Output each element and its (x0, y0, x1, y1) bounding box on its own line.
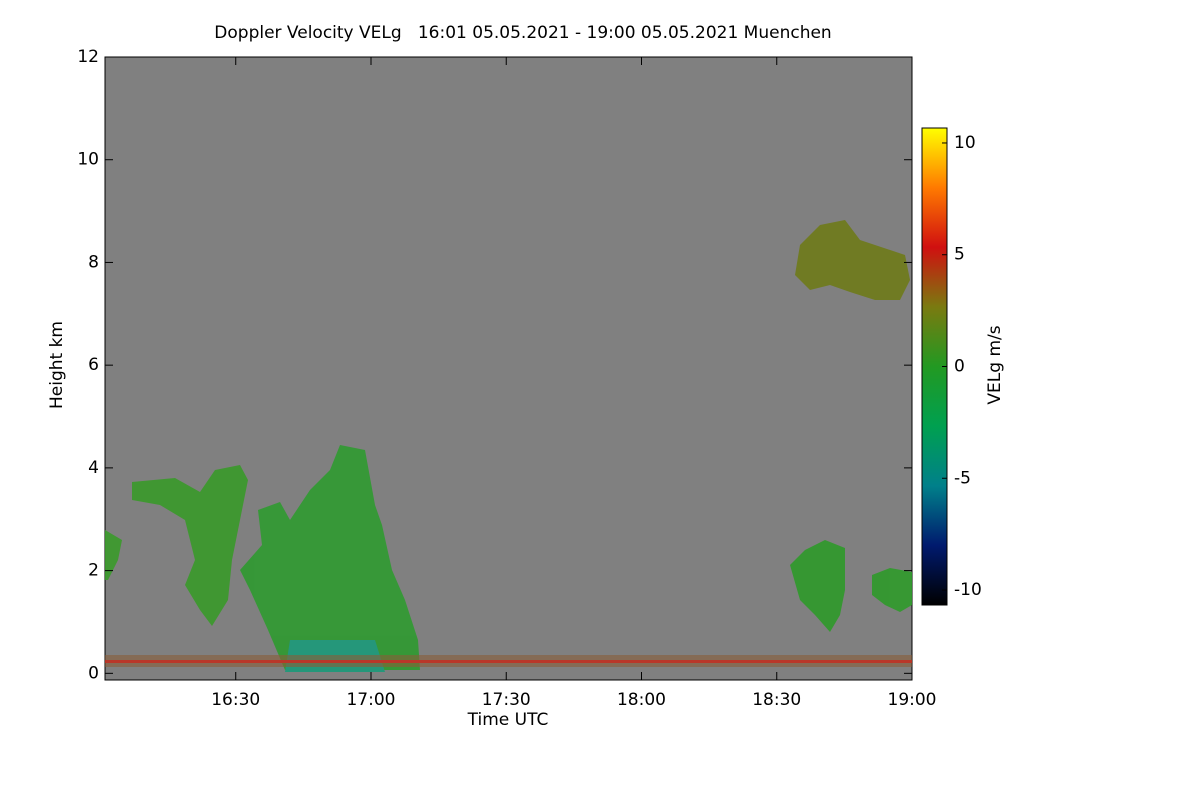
y-tick-label: 8 (88, 252, 99, 272)
x-tick-label: 17:30 (482, 690, 531, 710)
x-tick-label: 16:30 (211, 690, 260, 710)
colorbar-tick-label: 0 (954, 357, 965, 377)
colorbar-tick-label: -10 (954, 580, 982, 600)
radar-echoes (105, 220, 912, 672)
y-tick-label: 12 (77, 47, 99, 67)
x-tick-label: 18:30 (752, 690, 801, 710)
colorbar-tick-label: 10 (954, 133, 976, 153)
y-tick-label: 6 (88, 355, 99, 375)
y-tick-label: 4 (88, 458, 99, 478)
colorbar-tick-label: 5 (954, 245, 965, 265)
x-tick-label: 17:00 (346, 690, 395, 710)
y-tick-label: 10 (77, 150, 99, 170)
x-axis-label: Time UTC (467, 710, 549, 730)
x-tick-label: 19:00 (888, 690, 937, 710)
x-tick-label: 18:00 (617, 690, 666, 710)
colorbar-tick-label: -5 (954, 468, 971, 488)
y-tick-label: 0 (88, 663, 99, 683)
y-axis-label: Height km (47, 321, 67, 409)
plot-area (104, 56, 913, 681)
colorbar-label: VELg m/s (985, 325, 1005, 404)
chart-title: Doppler Velocity VELg 16:01 05.05.2021 -… (214, 23, 831, 43)
y-tick-label: 2 (88, 561, 99, 581)
